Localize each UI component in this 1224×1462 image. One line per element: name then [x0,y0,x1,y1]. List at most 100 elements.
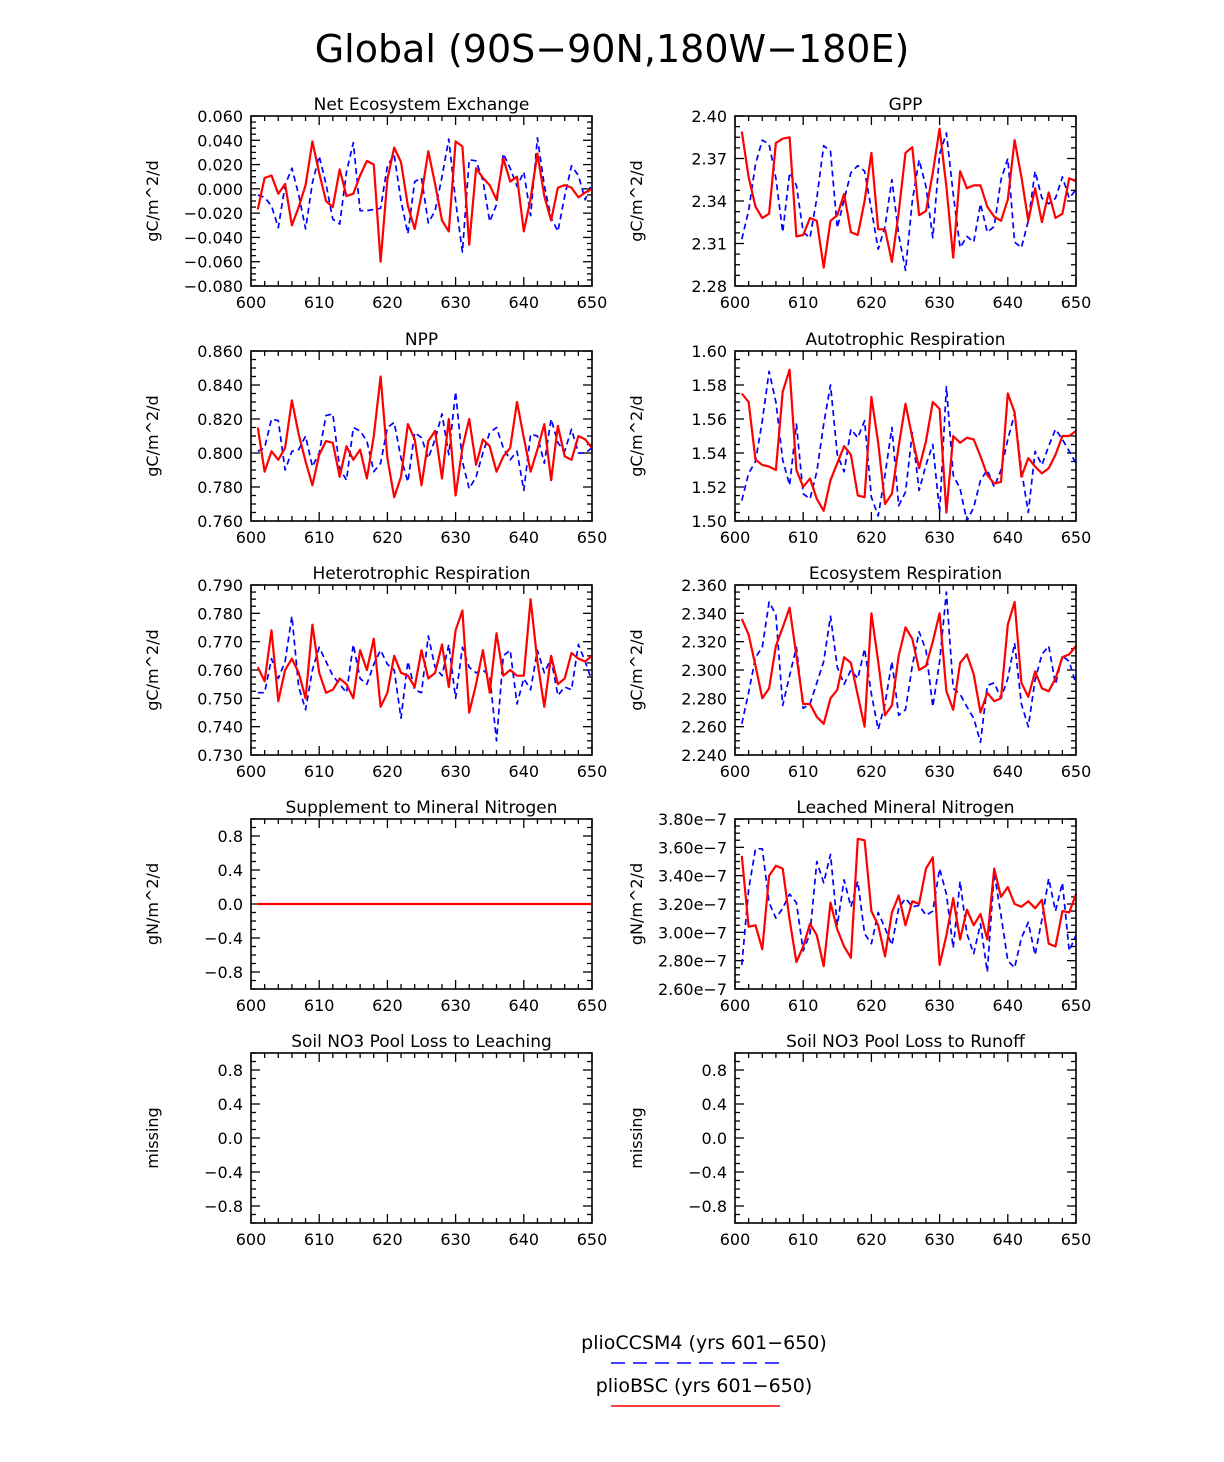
y-tick-label: −0.8 [688,1197,727,1216]
y-tick-label: 3.60e−7 [658,838,727,857]
panel-grid: Net Ecosystem Exchange gC/m^2/d 600 610 620 6… [143,95,1091,1249]
y-tick-label: 3.20e−7 [658,895,727,914]
y-tick-label: 0.020 [197,156,243,175]
y-axis-label: gC/m^2/d [627,395,646,476]
x-tick-label: 640 [509,762,540,781]
y-tick-label: 0.0 [702,1129,727,1148]
x-tick-label: 640 [993,293,1024,312]
y-tick-label: 0.4 [218,1095,243,1114]
panel-7: Supplement to Mineral Nitrogen gN/m^2/d 60… [143,798,607,1015]
x-tick-label: 600 [720,762,751,781]
x-tick-label: 630 [924,293,955,312]
y-tick-label: −0.8 [204,1197,243,1216]
x-tick-label: 630 [440,293,471,312]
series-line-plioCCSM4 [740,591,1077,744]
panel-title: Soil NO3 Pool Loss to Leaching [291,1032,552,1052]
y-axis-label: gC/m^2/d [143,395,162,476]
x-tick-label: 600 [720,996,751,1015]
y-tick-label: 0.760 [197,661,243,680]
y-tick-label: 2.300 [681,661,727,680]
y-tick-label: 0.4 [218,861,243,880]
series-line-plioCCSM4 [257,390,593,492]
y-tick-label: 0.790 [197,576,243,595]
y-tick-label: 0.770 [197,633,243,652]
x-tick-label: 620 [372,996,403,1015]
plot-frame [734,350,1077,522]
y-tick-label: −0.040 [184,228,243,247]
x-tick-label: 620 [372,293,403,312]
y-axis-label: gN/m^2/d [627,863,646,945]
panel-title: Autotrophic Respiration [805,330,1005,350]
y-axis-label: gC/m^2/d [143,160,162,241]
plot-frame [250,584,593,756]
y-tick-label: −0.8 [204,963,243,982]
x-tick-label: 650 [1061,996,1092,1015]
panel-3: NPP gC/m^2/d 600 610 620 630 640 650 0.760 0.780 0… [143,330,607,547]
y-tick-label: 2.280 [681,689,727,708]
panel-title: Heterotrophic Respiration [313,564,531,584]
x-tick-label: 650 [1061,762,1092,781]
panel-title: NPP [405,330,438,350]
panel-title: Leached Mineral Nitrogen [796,798,1014,818]
y-tick-label: 0.4 [702,1095,727,1114]
y-axis-label: missing [143,1107,162,1168]
y-tick-label: 2.37 [691,150,727,169]
y-tick-label: 0.0 [218,1129,243,1148]
panel-title: GPP [889,95,923,115]
x-tick-label: 600 [720,1230,751,1249]
y-tick-label: 0.8 [702,1061,727,1080]
panel-4: Autotrophic Respiration gC/m^2/d 600 610 620… [627,330,1091,547]
x-tick-label: 650 [577,996,608,1015]
y-tick-label: 0.860 [197,342,243,361]
y-tick-label: 3.80e−7 [658,810,727,829]
y-tick-label: 1.58 [691,376,727,395]
y-tick-label: 0.740 [197,718,243,737]
y-tick-label: −0.080 [184,277,243,296]
series-line-plioBSC [256,140,593,263]
x-tick-label: 640 [993,762,1024,781]
x-tick-label: 600 [720,528,751,547]
y-axis-label: gC/m^2/d [627,629,646,710]
y-axis-label: gC/m^2/d [143,629,162,710]
x-tick-label: 620 [856,528,887,547]
series-line-plioCCSM4 [257,137,593,253]
x-tick-label: 640 [509,528,540,547]
legend: plioCCSM4 (yrs 601−650) plioBSC (yrs 601… [581,1332,827,1407]
plot-frame [250,115,593,287]
y-tick-label: 3.00e−7 [658,923,727,942]
panel-2: GPP gC/m^2/d 600 610 620 630 640 650 2.28 2.31 2.3… [627,95,1091,312]
x-tick-label: 620 [856,996,887,1015]
x-tick-label: 630 [440,528,471,547]
y-tick-label: 0.000 [197,180,243,199]
y-tick-label: −0.4 [204,929,243,948]
y-tick-label: 1.60 [691,342,727,361]
y-tick-label: 1.50 [691,512,727,531]
x-tick-label: 620 [372,762,403,781]
y-tick-label: 3.40e−7 [658,867,727,886]
y-tick-label: 0.730 [197,746,243,765]
series-line-plioCCSM4 [740,132,1077,272]
x-tick-label: 610 [788,1230,819,1249]
x-tick-label: 620 [856,1230,887,1249]
x-tick-label: 650 [577,762,608,781]
panel-title: Soil NO3 Pool Loss to Runoff [786,1032,1026,1052]
x-tick-label: 600 [236,996,267,1015]
x-tick-label: 630 [440,996,471,1015]
y-tick-label: 2.240 [681,746,727,765]
series-line-plioBSC [740,368,1077,514]
plot-frame [250,350,593,522]
y-tick-label: 0.8 [218,1061,243,1080]
y-tick-label: 0.750 [197,689,243,708]
y-axis-label: gC/m^2/d [627,160,646,241]
x-tick-label: 620 [372,528,403,547]
y-tick-label: 2.28 [691,277,727,296]
y-tick-label: 2.260 [681,718,727,737]
x-tick-label: 620 [372,1230,403,1249]
x-tick-label: 610 [304,762,335,781]
y-tick-label: 2.34 [691,192,727,211]
panel-5: Heterotrophic Respiration gC/m^2/d 600 610 6… [143,564,607,781]
x-tick-label: 630 [924,528,955,547]
x-tick-label: 610 [788,762,819,781]
x-tick-label: 650 [577,293,608,312]
x-tick-label: 600 [236,528,267,547]
